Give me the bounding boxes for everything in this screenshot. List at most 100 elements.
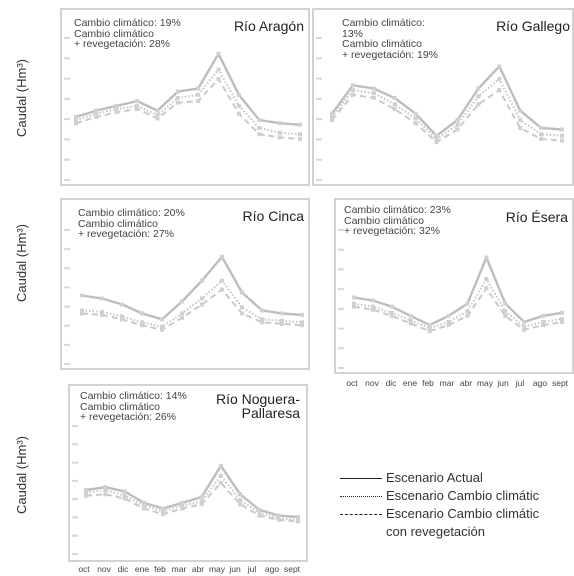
data-point [114, 103, 119, 108]
data-point [236, 111, 241, 116]
chart-rio-esera [338, 229, 564, 369]
panel-title-line: Río Noguera- [215, 391, 300, 407]
panel-title-line: Río Cinca [242, 208, 304, 224]
data-point [497, 64, 502, 69]
legend-swatch-dashed [340, 514, 382, 515]
data-point [161, 512, 166, 517]
data-point [465, 301, 470, 306]
data-point [220, 278, 224, 283]
month-label: oct [346, 378, 358, 388]
data-point [408, 321, 413, 326]
data-point [298, 122, 302, 127]
data-point [218, 480, 223, 485]
data-point [80, 293, 84, 298]
legend-label: Escenario Actual [386, 470, 483, 485]
data-point [141, 503, 146, 508]
series-line-actual [331, 65, 563, 138]
data-point [352, 304, 356, 309]
data-point [161, 509, 166, 514]
series-line-actual [75, 52, 301, 126]
data-point [155, 113, 160, 118]
data-point [120, 317, 124, 322]
data-point [80, 311, 84, 316]
data-point [216, 51, 221, 56]
series-line-revegetacion [331, 89, 563, 144]
data-point [84, 490, 88, 495]
data-point [522, 327, 527, 332]
data-point [300, 312, 304, 317]
data-point [389, 310, 394, 315]
data-point [216, 67, 221, 72]
annotation: Cambio climático: 20% Cambio climático +… [78, 208, 228, 240]
panel-title-line: Río Ésera [505, 209, 568, 225]
annotation: Cambio climático: 19% Cambio climático +… [74, 18, 224, 50]
series-line-cambio-climatico [81, 279, 303, 328]
data-point [74, 121, 78, 126]
data-point [539, 132, 544, 137]
data-point [350, 92, 355, 97]
data-point [196, 86, 201, 91]
data-point [277, 130, 282, 135]
data-point [196, 92, 201, 97]
month-label: dic [385, 378, 397, 388]
month-label: ene [134, 564, 150, 574]
data-point [370, 304, 375, 309]
data-point [240, 311, 244, 316]
data-point [240, 305, 244, 310]
panel-title-line: Río Aragón [233, 18, 304, 34]
annotation-line: Cambio climático [342, 38, 422, 50]
annotation-line: Cambio climático: 20% [78, 207, 185, 219]
data-point [476, 86, 481, 91]
series-line-revegetacion [81, 288, 303, 331]
annotation: Cambio climático: 13% Cambio climático +… [342, 18, 492, 60]
data-point [280, 318, 284, 323]
data-point [277, 135, 282, 140]
data-point [560, 310, 564, 315]
data-point [160, 327, 164, 332]
data-point [392, 107, 397, 111]
panel-rio-cinca: Cambio climático: 20% Cambio climático +… [60, 198, 310, 370]
data-point [427, 323, 432, 328]
data-point [84, 493, 88, 498]
data-point [257, 132, 262, 137]
annotation-line: + revegetación: 19% [342, 48, 439, 61]
annotation: Cambio climático: 14% Cambio climático +… [80, 391, 230, 423]
annotation-line: Cambio climático [78, 217, 158, 230]
annotation-line: Cambio climático: 23% [344, 204, 451, 216]
data-point [277, 121, 282, 126]
data-point [560, 133, 564, 138]
data-point [497, 88, 502, 93]
data-point [100, 296, 104, 301]
data-point [240, 290, 244, 295]
data-point [200, 302, 204, 307]
data-point [160, 324, 164, 329]
x-axis-months-noguera: oct nov dic ene feb mar abr may jun jul … [0, 564, 574, 576]
series-line-cambio-climatico [75, 68, 301, 136]
data-point [446, 320, 451, 324]
data-point [180, 311, 184, 316]
annotation-line: + revegetación: 32% [344, 225, 441, 237]
data-point [446, 323, 451, 328]
panel-title: Río Aragón [234, 19, 304, 33]
data-point [300, 320, 304, 325]
y-axis-label: Caudal (Hm³) [14, 435, 29, 514]
data-point [180, 506, 185, 511]
panel-title-line: Pallaresa [241, 405, 300, 421]
series-line-cambio-climatico [353, 278, 563, 330]
data-point [74, 118, 78, 123]
data-point [100, 309, 104, 314]
data-point [408, 318, 413, 323]
data-point [455, 127, 460, 132]
data-point [103, 488, 108, 492]
data-point [238, 497, 243, 502]
data-point [257, 507, 262, 512]
data-point [80, 308, 84, 313]
data-point [140, 323, 144, 328]
panel-rio-aragon: Cambio climático: 19% Cambio climático +… [60, 8, 310, 186]
data-point [236, 92, 241, 97]
data-point [220, 254, 224, 259]
data-point [94, 114, 99, 119]
data-point [427, 329, 432, 334]
data-point [503, 313, 508, 318]
y-axis-label: Caudal (Hm³) [14, 58, 29, 137]
